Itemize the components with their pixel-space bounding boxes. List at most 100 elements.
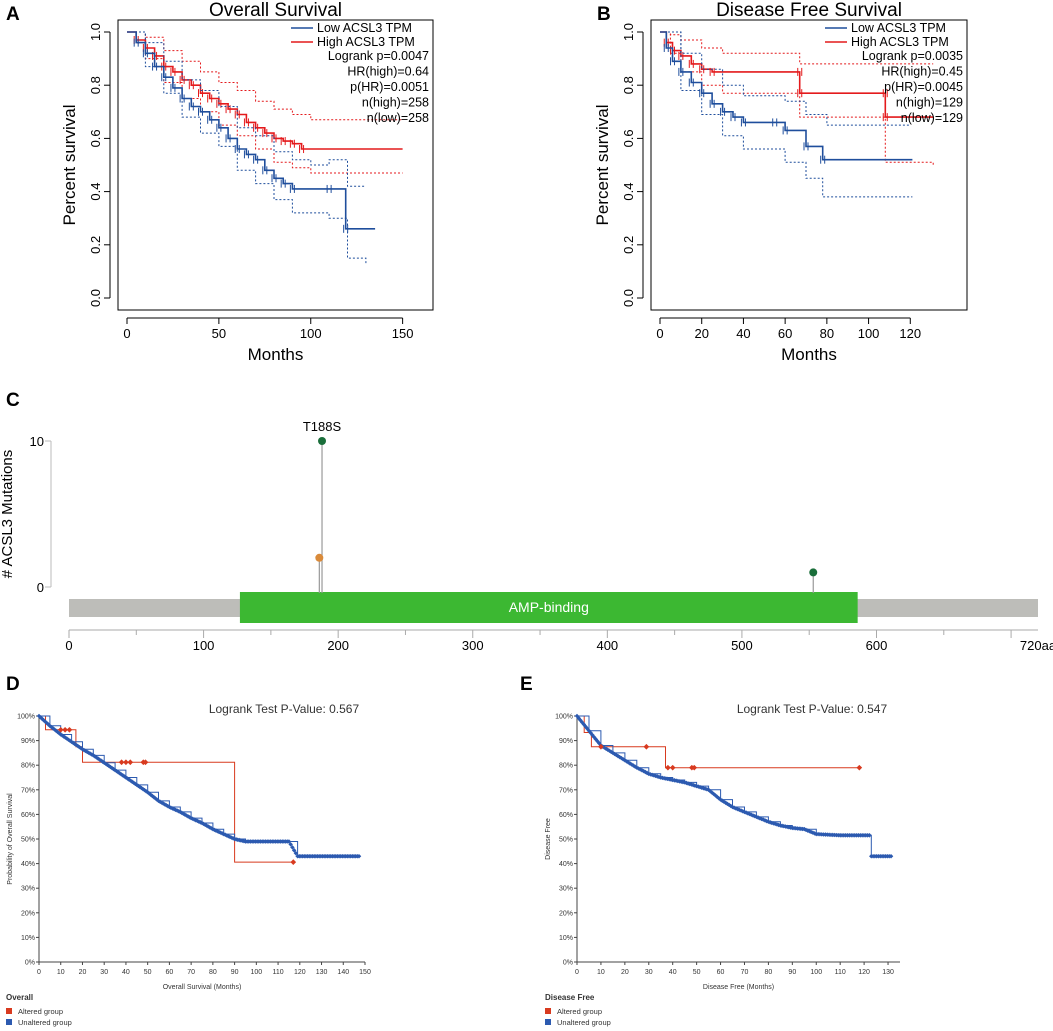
x-tick-label: 80 <box>209 969 217 976</box>
y-tick-label: 90% <box>559 738 573 745</box>
plot-frame <box>117 19 434 311</box>
lollipop-head <box>809 568 818 577</box>
x-tick-label: 90 <box>788 969 796 976</box>
censor-mark-unaltered <box>293 851 299 856</box>
x-tick-label: 120 <box>899 326 921 341</box>
y-tick-label: 0% <box>563 960 573 967</box>
y-tick-label: 20% <box>559 910 573 917</box>
censor-mark-altered <box>62 726 68 733</box>
x-tick-label: 100 <box>300 326 322 341</box>
y-axis-label: Disease Free <box>545 818 552 860</box>
censor-mark-unaltered <box>356 853 362 859</box>
x-tick-label: 30 <box>645 969 653 976</box>
x-tick-label: 110 <box>835 969 846 976</box>
censor-mark-altered <box>57 726 64 733</box>
y-tick-label: 0% <box>25 960 35 967</box>
censor-mark-unaltered <box>288 842 293 847</box>
legend-entry: Low ACSL3 TPM <box>317 21 412 35</box>
legend-entry: Low ACSL3 TPM <box>851 21 946 35</box>
y-axis-label: Percent survival <box>593 105 612 226</box>
domain-amp-binding <box>239 592 858 623</box>
y-tick-label: 50% <box>559 837 573 844</box>
x-tick-label: 120 <box>294 969 306 976</box>
x-tick-label: 300 <box>462 638 484 653</box>
x-tick-label: 20 <box>621 969 629 976</box>
y-tick-label: 0.6 <box>88 129 103 147</box>
lollipop-head <box>315 553 324 562</box>
x-tick-label: 150 <box>359 969 371 976</box>
x-tick-label: 140 <box>337 969 349 976</box>
x-tick-label: 0 <box>656 326 663 341</box>
x-tick-label: 60 <box>778 326 792 341</box>
panel-label-e: E <box>520 674 533 695</box>
mutation-label: T188S <box>303 419 342 434</box>
x-tick-label: 60 <box>166 969 174 976</box>
chart-title: Overall Survival <box>209 0 342 21</box>
legend-title: Disease Free <box>545 993 595 1002</box>
x-tick-label: 0 <box>575 969 579 976</box>
x-tick-label: 0 <box>123 326 130 341</box>
censor-mark-unaltered <box>888 853 894 859</box>
y-tick-label: 30% <box>559 886 573 893</box>
y-tick-label: 80% <box>21 763 35 770</box>
survival-line-high <box>660 31 934 118</box>
x-tick-label: 120 <box>858 969 870 976</box>
x-tick-label: 400 <box>596 638 618 653</box>
y-tick-label: 0.0 <box>621 289 636 307</box>
plot-frame <box>650 19 968 311</box>
x-tick-label: 0 <box>65 638 72 653</box>
x-axis-end-label: 720aa <box>1020 638 1053 653</box>
survival-line-low <box>660 31 913 161</box>
x-tick-label: 90 <box>231 969 239 976</box>
x-tick-label: 70 <box>187 969 195 976</box>
legend-swatch <box>545 1019 551 1025</box>
legend-swatch <box>545 1008 551 1014</box>
censor-mark-altered <box>643 743 650 750</box>
x-tick-label: 10 <box>57 969 65 976</box>
x-tick-label: 60 <box>717 969 725 976</box>
censor-mark-altered <box>856 764 863 771</box>
y-tick-label: 50% <box>21 837 35 844</box>
x-tick-label: 100 <box>810 969 822 976</box>
x-tick-label: 50 <box>212 326 226 341</box>
legend-entry: Unaltered group <box>18 1018 72 1027</box>
x-axis-label: Disease Free (Months) <box>703 984 774 991</box>
chart-title: Disease Free Survival <box>716 0 902 21</box>
censor-mark-altered <box>118 759 125 766</box>
logrank-annotation: Logrank Test P-Value: 0.547 <box>737 702 888 716</box>
stats-line: Logrank p=0.0035 <box>862 49 963 63</box>
stats-line: n(low)=258 <box>367 111 429 125</box>
y-tick-label: 0.4 <box>88 183 103 201</box>
panel-label-c: C <box>6 390 20 411</box>
x-tick-label: 0 <box>37 969 41 976</box>
censor-mark-altered <box>290 859 297 865</box>
y-tick-label: 10% <box>21 935 35 942</box>
survival-line-low <box>127 31 376 230</box>
y-tick-label: 70% <box>559 787 573 794</box>
x-tick-label: 110 <box>272 969 283 976</box>
x-tick-label: 130 <box>316 969 328 976</box>
ci-lower-line <box>660 31 913 198</box>
censor-mark-altered <box>665 764 671 771</box>
chart-cbio-overall-survival: 0 10 20 30 40 50 60 70 80 90 100 110 120 130 140 150 0% 1… <box>6 702 371 1027</box>
x-axis-label: Months <box>248 345 304 364</box>
legend-swatch <box>6 1008 12 1014</box>
panel-label-d: D <box>6 674 20 695</box>
stats-line: n(high)=129 <box>896 96 963 110</box>
y-tick-label: 60% <box>21 812 35 819</box>
stats-line: p(HR)=0.0051 <box>350 80 429 94</box>
x-tick-label: 50 <box>144 969 152 976</box>
panel-label-a: A <box>6 4 20 25</box>
censor-mark-unaltered <box>291 848 297 853</box>
x-tick-label: 130 <box>882 969 894 976</box>
y-axis-label: # ACSL3 Mutations <box>0 450 16 578</box>
censor-mark-unaltered <box>286 839 292 844</box>
ci-upper-line <box>127 31 366 187</box>
legend-entry: Altered group <box>557 1007 602 1016</box>
x-tick-label: 10 <box>597 969 605 976</box>
x-axis-label: Overall Survival (Months) <box>163 984 242 991</box>
legend-entry: Altered group <box>18 1007 63 1016</box>
x-tick-label: 50 <box>693 969 701 976</box>
stats-line: p(HR)=0.0045 <box>884 80 963 94</box>
km-line-altered <box>577 715 860 769</box>
